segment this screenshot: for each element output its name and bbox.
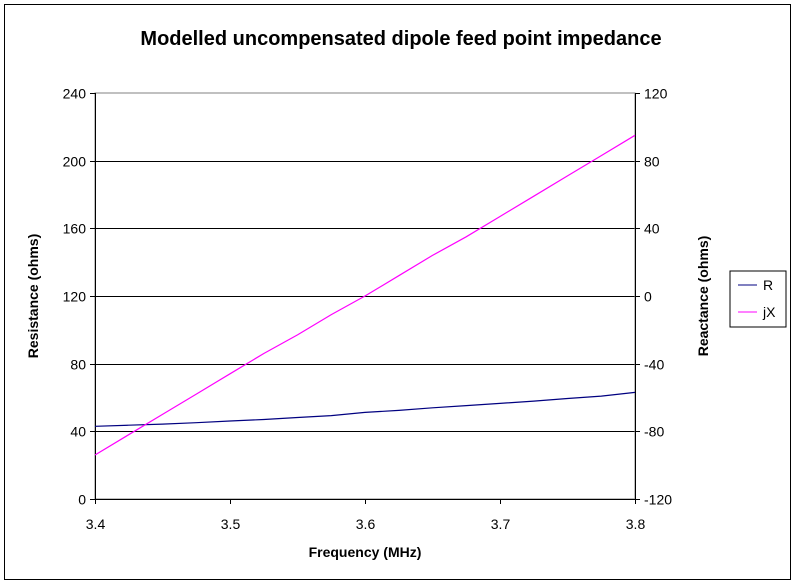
- right-axis-title: Reactance (ohms): [695, 236, 711, 357]
- legend-label-r: R: [763, 277, 773, 293]
- x-tick-label: 3.8: [626, 516, 646, 532]
- legend-box: [729, 270, 787, 328]
- legend: R jX: [729, 270, 787, 328]
- chart-frame: Modelled uncompensated dipole feed point…: [4, 4, 791, 580]
- legend-label-jx: jX: [762, 304, 776, 320]
- left-tick-label: 80: [70, 357, 86, 373]
- right-tick-label: 0: [644, 289, 652, 305]
- series-line-r: [94, 391, 636, 427]
- right-tick-label: 120: [644, 86, 668, 102]
- left-tick-label: 240: [63, 86, 87, 102]
- right-tick-label: -80: [644, 424, 664, 440]
- x-tick-label: 3.4: [86, 516, 106, 532]
- right-tick-label: -40: [644, 357, 664, 373]
- right-tick-label: -120: [644, 492, 672, 508]
- left-tick-label: 40: [70, 424, 86, 440]
- chart-svg: Modelled uncompensated dipole feed point…: [25, 28, 787, 560]
- x-axis-title: Frequency (MHz): [309, 544, 422, 560]
- axes: 0 40 80 120 160 200 240 -120 -80 -40 0 40 80 120 3.4 3.…: [63, 86, 673, 533]
- left-tick-label: 120: [63, 289, 87, 305]
- right-tick-label: 40: [644, 221, 660, 237]
- series-line-jx: [94, 134, 636, 456]
- series-layer: [94, 134, 636, 456]
- left-tick-label: 0: [78, 492, 86, 508]
- left-tick-label: 160: [63, 221, 87, 237]
- x-tick-label: 3.7: [491, 516, 511, 532]
- right-tick-label: 80: [644, 154, 660, 170]
- left-tick-label: 200: [63, 154, 87, 170]
- x-tick-label: 3.6: [356, 516, 376, 532]
- left-axis-title: Resistance (ohms): [25, 234, 41, 358]
- x-tick-label: 3.5: [221, 516, 241, 532]
- chart-title: Modelled uncompensated dipole feed point…: [140, 28, 661, 50]
